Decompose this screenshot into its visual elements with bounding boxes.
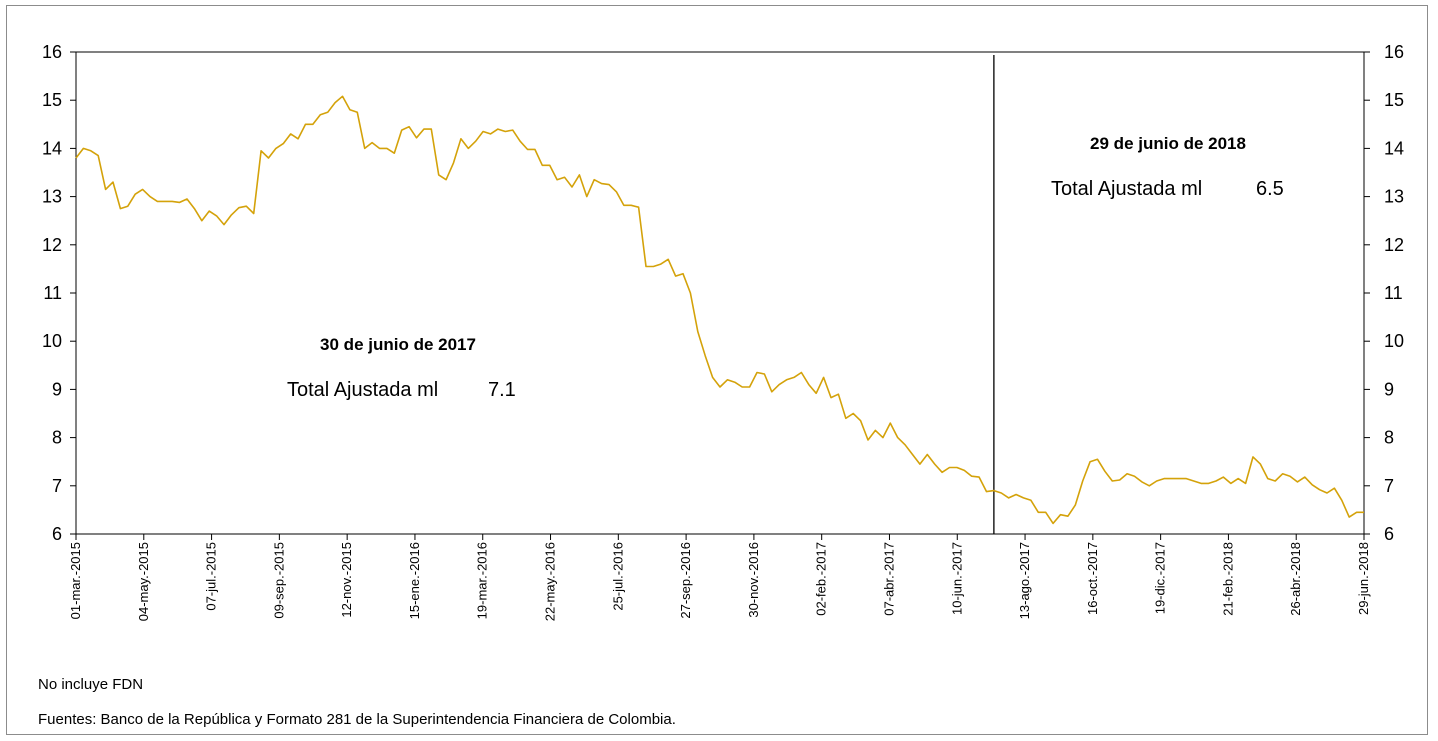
x-axis: 01-mar.-2015 04-may.-2015 07-jul.-2015 09-s… (68, 534, 1371, 621)
y-tick-label-right: 12 (1384, 235, 1404, 255)
x-tick-label: 21-feb.-2018 (1220, 542, 1235, 616)
y-tick-label-left: 8 (52, 428, 62, 448)
y-tick-label-left: 10 (42, 331, 62, 351)
y-tick-label-right: 6 (1384, 524, 1394, 544)
x-tick-label: 07-abr.-2017 (881, 542, 896, 616)
y-tick-label-right: 8 (1384, 428, 1394, 448)
x-tick-label: 09-sep.-2015 (271, 542, 286, 619)
annotation-2017-label: Total Ajustada ml (287, 379, 438, 401)
y-tick-label-right: 16 (1384, 42, 1404, 62)
y-tick-label-right: 11 (1384, 283, 1403, 303)
annotation-2018-title: 29 de junio de 2018 (1090, 134, 1246, 153)
x-tick-label: 25-jul.-2016 (610, 542, 625, 611)
y-tick-label-left: 16 (42, 42, 62, 62)
annotation-2017-value: 7.1 (488, 379, 516, 401)
y-tick-label-right: 14 (1384, 138, 1404, 158)
x-tick-label: 12-nov.-2015 (339, 542, 354, 618)
y-tick-label-right: 13 (1384, 187, 1404, 207)
x-tick-label: 22-may.-2016 (543, 542, 558, 621)
x-tick-label: 27-sep.-2016 (678, 542, 693, 619)
y-tick-label-right: 10 (1384, 331, 1404, 351)
chart-frame (6, 5, 1428, 735)
y-tick-label-right: 7 (1384, 476, 1394, 496)
y-tick-label-left: 15 (42, 90, 62, 110)
y-tick-label-left: 12 (42, 235, 62, 255)
note-fdn: No incluye FDN (38, 676, 144, 693)
annotation-2018-label: Total Ajustada ml (1051, 178, 1202, 200)
annotation-2017-title: 30 de junio de 2017 (320, 335, 476, 354)
y-tick-label-left: 6 (52, 524, 62, 544)
y-tick-label-left: 9 (52, 379, 62, 399)
x-tick-label: 07-jul.-2015 (204, 542, 219, 611)
y-tick-label-right: 15 (1384, 90, 1404, 110)
x-tick-label: 01-mar.-2015 (68, 542, 83, 619)
x-tick-label: 15-ene.-2016 (407, 542, 422, 619)
x-tick-label: 19-dic.-2017 (1153, 542, 1168, 614)
x-tick-label: 26-abr.-2018 (1288, 542, 1303, 616)
y-tick-label-left: 7 (52, 476, 62, 496)
x-tick-label: 29-jun.-2018 (1356, 542, 1371, 615)
x-tick-label: 13-ago.-2017 (1017, 542, 1032, 619)
x-tick-label: 04-may.-2015 (136, 542, 151, 621)
y-tick-label-left: 14 (42, 138, 62, 158)
plot-area (75, 51, 1365, 535)
y-tick-label-left: 13 (42, 187, 62, 207)
note-sources: Fuentes: Banco de la República y Formato… (38, 711, 676, 728)
y-tick-label-left: 11 (43, 283, 62, 303)
right-y-axis: 6 7 8 9 10 11 12 13 14 15 16 (1364, 42, 1404, 544)
left-y-axis: 6 7 8 9 10 11 12 13 14 15 16 (42, 42, 76, 544)
x-tick-label: 10-jun.-2017 (949, 542, 964, 615)
x-tick-label: 02-feb.-2017 (814, 542, 829, 616)
x-tick-label: 16-oct.-2017 (1085, 542, 1100, 615)
x-tick-label: 30-nov.-2016 (746, 542, 761, 618)
series-line (75, 95, 1364, 525)
x-tick-label: 19-mar.-2016 (475, 542, 490, 619)
annotation-2018-value: 6.5 (1256, 178, 1284, 200)
y-tick-label-right: 9 (1384, 379, 1394, 399)
